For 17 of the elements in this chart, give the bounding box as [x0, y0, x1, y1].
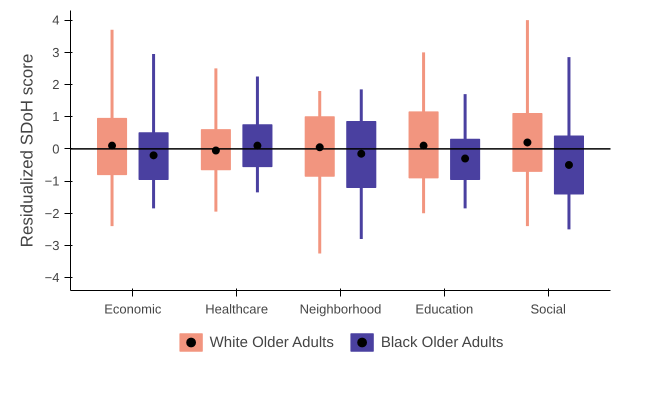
x-tick-label: Healthcare [205, 302, 268, 316]
y-tick-label: 0 [52, 141, 60, 156]
y-tick-label: 1 [52, 109, 60, 124]
x-tick-label: Economic [104, 302, 162, 316]
legend-label: White Older Adults [210, 334, 334, 350]
x-tick-label: Social [530, 302, 566, 316]
y-tick-label: −2 [44, 206, 60, 221]
x-tick-label: Education [415, 302, 474, 316]
y-axis-title: Residualized SDoH score [18, 54, 37, 248]
legend-label: Black Older Adults [380, 334, 504, 350]
y-tick-label: −4 [44, 270, 60, 286]
y-tick-label: −1 [44, 174, 60, 189]
y-tick-label: 4 [52, 12, 60, 28]
y-tick-label: 3 [52, 44, 60, 60]
x-tick-label: Neighborhood [300, 302, 382, 316]
y-tick-label: −3 [44, 238, 60, 253]
y-tick-label: 2 [52, 77, 60, 92]
